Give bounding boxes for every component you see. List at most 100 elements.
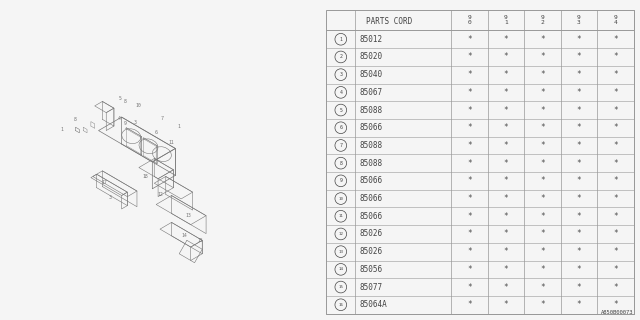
Text: *: * (504, 283, 508, 292)
Text: *: * (577, 212, 581, 221)
Text: 3: 3 (134, 120, 136, 125)
Text: *: * (504, 106, 508, 115)
Text: 85040: 85040 (360, 70, 383, 79)
Text: 85020: 85020 (360, 52, 383, 61)
Text: 9
4: 9 4 (614, 15, 617, 25)
Text: *: * (504, 176, 508, 185)
Text: 85067: 85067 (360, 88, 383, 97)
Text: 7: 7 (339, 143, 342, 148)
Text: *: * (613, 176, 618, 185)
Text: *: * (577, 247, 581, 256)
Text: 85056: 85056 (360, 265, 383, 274)
Text: 7: 7 (161, 116, 163, 121)
Text: 14: 14 (182, 233, 188, 238)
Text: 11: 11 (339, 214, 343, 218)
Text: *: * (613, 300, 618, 309)
Text: *: * (467, 52, 472, 61)
Text: *: * (613, 229, 618, 238)
Text: 10: 10 (136, 103, 141, 108)
Text: 15: 15 (197, 238, 203, 243)
Text: *: * (577, 159, 581, 168)
Text: *: * (467, 70, 472, 79)
Text: *: * (467, 88, 472, 97)
Text: 3: 3 (339, 72, 342, 77)
Text: *: * (467, 283, 472, 292)
Text: *: * (577, 123, 581, 132)
Text: 4: 4 (339, 90, 342, 95)
Text: A850B00073: A850B00073 (601, 310, 634, 315)
Text: 12: 12 (339, 232, 343, 236)
Text: *: * (613, 88, 618, 97)
Text: *: * (613, 106, 618, 115)
Text: *: * (504, 123, 508, 132)
Text: 12: 12 (157, 192, 163, 197)
Text: 2: 2 (339, 54, 342, 60)
Text: *: * (504, 70, 508, 79)
Text: *: * (504, 212, 508, 221)
Text: *: * (504, 300, 508, 309)
Text: *: * (613, 212, 618, 221)
Text: 9
3: 9 3 (577, 15, 580, 25)
Text: *: * (504, 194, 508, 203)
Text: 6: 6 (339, 125, 342, 130)
Text: *: * (540, 52, 545, 61)
Text: 1: 1 (178, 124, 180, 129)
Text: *: * (467, 123, 472, 132)
Text: 16: 16 (339, 303, 343, 307)
Text: *: * (613, 247, 618, 256)
Text: 9: 9 (124, 121, 127, 126)
Text: 5: 5 (339, 108, 342, 113)
Text: 9
2: 9 2 (541, 15, 544, 25)
Text: *: * (467, 300, 472, 309)
Text: *: * (613, 123, 618, 132)
Text: *: * (504, 52, 508, 61)
Text: 85012: 85012 (360, 35, 383, 44)
Text: 8: 8 (74, 117, 77, 122)
Text: *: * (613, 194, 618, 203)
Text: 5: 5 (118, 96, 121, 100)
Text: *: * (540, 159, 545, 168)
Text: 13: 13 (186, 213, 191, 218)
Text: 9
1: 9 1 (504, 15, 508, 25)
Text: 15: 15 (339, 285, 343, 289)
Text: 17: 17 (101, 180, 107, 185)
Text: 10: 10 (339, 196, 343, 201)
Text: *: * (467, 141, 472, 150)
Text: *: * (540, 123, 545, 132)
Text: 4: 4 (118, 116, 121, 121)
Text: *: * (613, 35, 618, 44)
Text: 85077: 85077 (360, 283, 383, 292)
Text: *: * (504, 265, 508, 274)
Text: *: * (540, 194, 545, 203)
Text: *: * (577, 176, 581, 185)
Text: *: * (613, 283, 618, 292)
Text: *: * (540, 176, 545, 185)
Text: *: * (540, 283, 545, 292)
Text: *: * (577, 265, 581, 274)
Text: 1: 1 (339, 37, 342, 42)
Text: *: * (577, 283, 581, 292)
Text: 85088: 85088 (360, 159, 383, 168)
Text: *: * (540, 88, 545, 97)
Text: *: * (540, 212, 545, 221)
Text: 3: 3 (109, 195, 111, 200)
Text: *: * (540, 141, 545, 150)
Text: 14: 14 (339, 267, 343, 271)
Text: *: * (467, 159, 472, 168)
Text: *: * (467, 247, 472, 256)
Text: PARTS CORD: PARTS CORD (365, 17, 412, 26)
Text: 85066: 85066 (360, 212, 383, 221)
Text: *: * (504, 229, 508, 238)
Text: 85066: 85066 (360, 194, 383, 203)
Text: 8: 8 (124, 99, 127, 104)
Text: *: * (504, 88, 508, 97)
Text: *: * (613, 265, 618, 274)
Text: *: * (577, 194, 581, 203)
Text: 85088: 85088 (360, 141, 383, 150)
Text: *: * (577, 35, 581, 44)
Text: *: * (467, 176, 472, 185)
Text: 8: 8 (339, 161, 342, 166)
Text: *: * (504, 35, 508, 44)
Text: 18: 18 (142, 174, 148, 179)
Text: 1: 1 (61, 127, 63, 132)
